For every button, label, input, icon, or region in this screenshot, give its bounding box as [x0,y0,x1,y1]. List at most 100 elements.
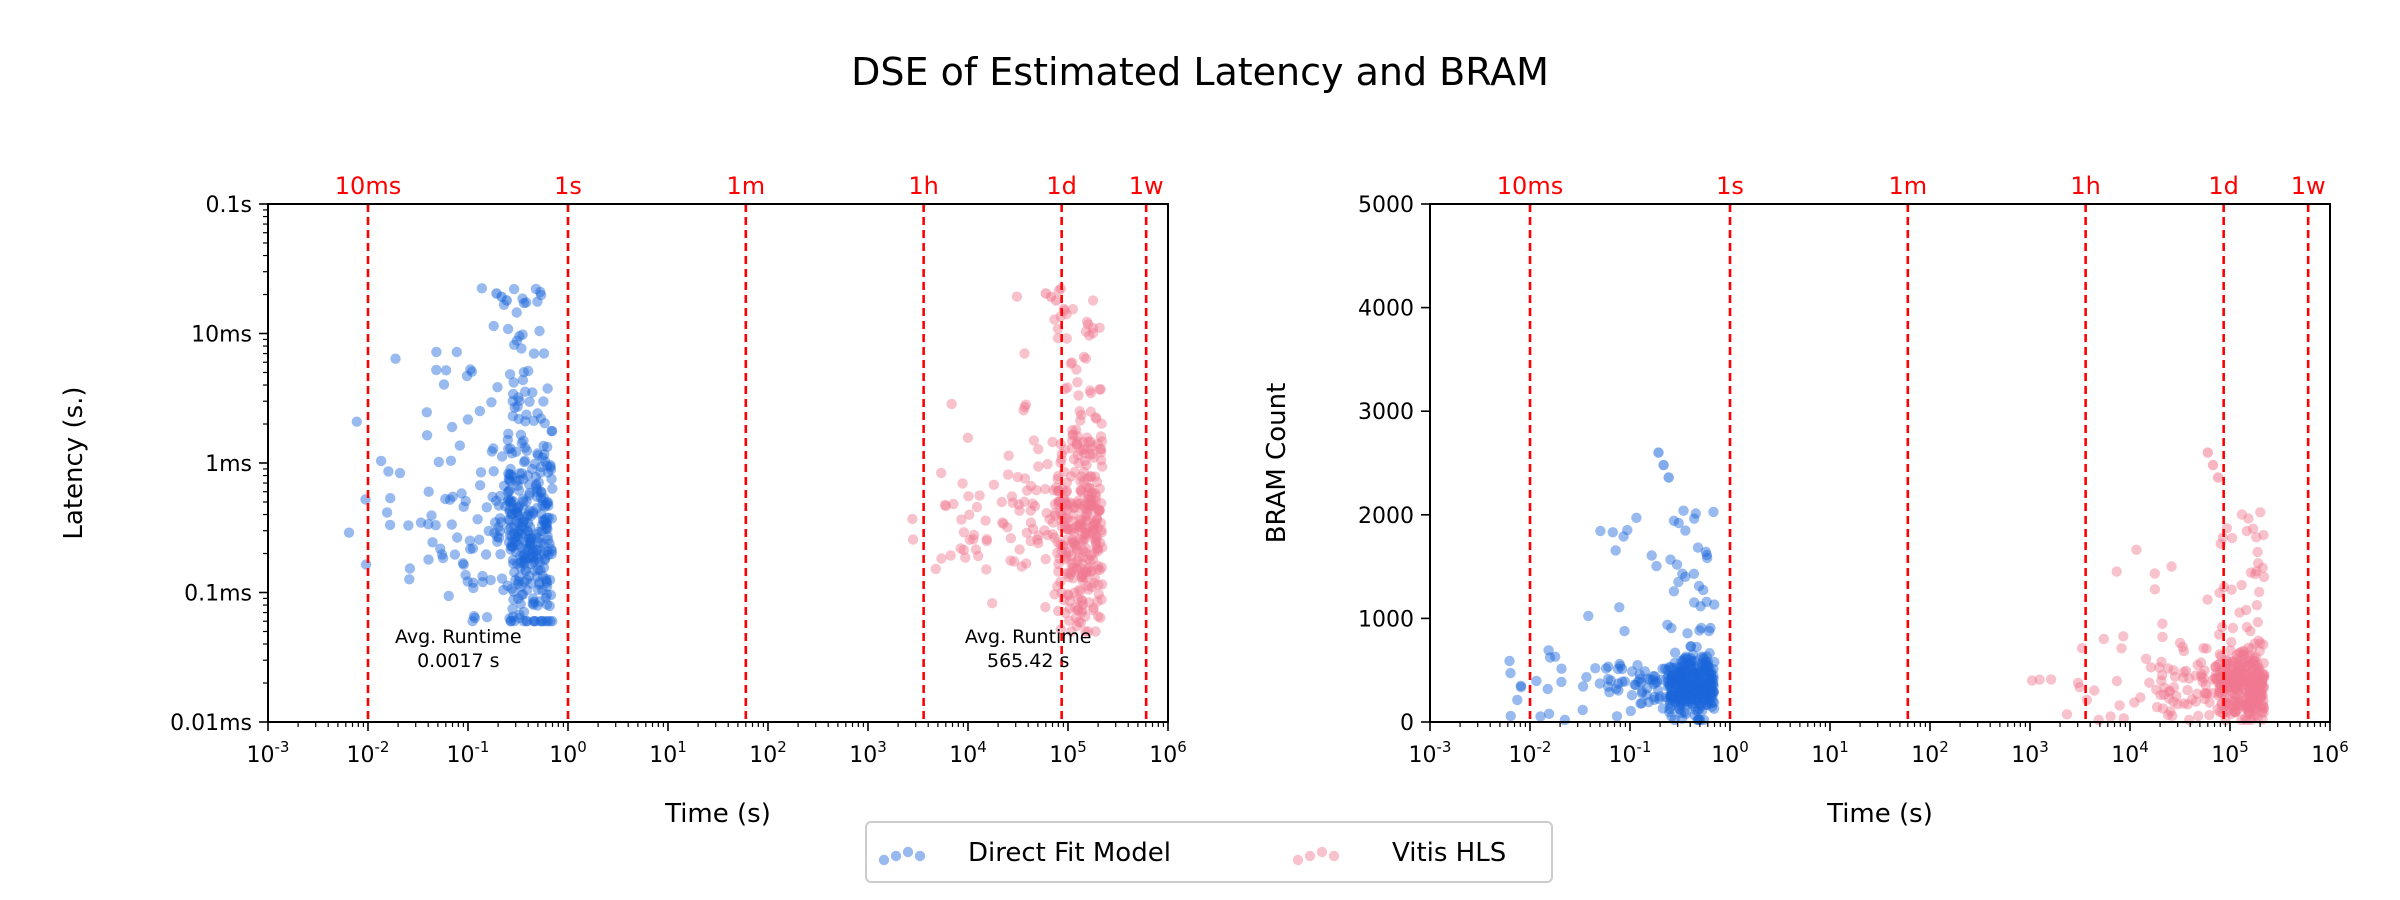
data-point [1075,415,1086,426]
data-point [936,553,947,564]
data-point [541,499,552,510]
data-point [1707,689,1718,700]
data-point [996,496,1007,508]
data-point [1094,384,1105,395]
data-point [998,518,1009,529]
data-point [1678,505,1689,516]
data-point [541,575,552,587]
data-point [2232,667,2243,678]
data-point [1080,353,1092,364]
data-point [2244,683,2255,694]
data-point [2105,711,2116,722]
data-point [1093,579,1104,591]
data-point [1650,677,1661,688]
data-point [2245,699,2256,710]
data-point [529,616,540,627]
data-point [1076,595,1088,607]
data-point [1704,648,1715,659]
data-point [1535,711,1546,722]
time-marker-label: 1h [908,172,938,200]
data-point [1082,525,1093,536]
data-point [1666,671,1677,682]
data-point [1076,572,1088,583]
data-point [516,521,527,532]
data-point [1682,659,1693,670]
data-point [1696,622,1707,634]
data-point [2244,703,2256,714]
data-point [2258,702,2270,714]
data-point [1090,540,1102,551]
data-point [1693,668,1705,679]
data-point [1068,538,1079,549]
data-point [527,387,538,398]
data-point [511,507,523,518]
data-point [492,382,503,393]
data-point [541,573,552,585]
data-point [1678,690,1689,701]
data-point [968,529,980,541]
data-point [1072,564,1083,575]
data-point [1062,382,1073,393]
data-point [535,492,547,504]
data-point [1664,661,1675,673]
data-point [2231,680,2242,691]
data-point [1085,494,1096,505]
legend-entry: Direct Fit Model [878,838,1171,868]
data-point [1025,505,1036,516]
data-point [2224,662,2235,674]
data-point [538,516,550,527]
data-point [963,491,974,502]
data-point [1556,676,1567,688]
data-point [510,476,522,487]
data-point [1073,457,1084,469]
data-point [2234,676,2245,687]
time-marker-label: 1m [726,172,765,200]
data-point [1680,684,1692,695]
data-point [1666,691,1678,702]
data-point [2159,682,2170,693]
data-point [1072,555,1083,566]
data-point [1069,539,1081,550]
data-point [486,397,497,408]
data-point [1050,507,1061,519]
data-point [1699,688,1711,699]
data-point [1700,658,1712,669]
data-point [2220,692,2231,703]
data-point [488,443,499,454]
data-point [1078,500,1089,511]
data-point [1013,499,1024,510]
data-point [501,295,512,306]
data-point [516,438,527,449]
data-point [1049,510,1061,521]
data-point [546,425,558,437]
data-point [1701,663,1713,675]
data-point [1086,527,1098,538]
data-point [1705,698,1716,709]
data-point [539,514,550,525]
data-point [987,598,998,609]
data-point [1078,436,1089,448]
data-point [2235,676,2247,688]
data-point [535,286,546,298]
data-point [2226,686,2238,698]
data-point [2156,656,2167,668]
data-point [1665,701,1676,712]
data-point [2093,714,2104,726]
data-point [515,598,526,610]
data-point [520,564,531,575]
data-point [1701,699,1712,710]
data-point [2222,705,2234,716]
data-point [1090,535,1101,546]
data-point [513,392,524,403]
data-point [2252,546,2263,558]
data-point [2230,682,2241,693]
data-point [2232,658,2244,670]
data-point [536,519,548,531]
data-point [528,508,539,519]
data-point [1683,678,1694,689]
data-point [1688,655,1700,667]
data-point [2223,682,2234,693]
data-point [437,552,449,564]
data-point [1641,689,1652,701]
data-point [1626,690,1638,701]
